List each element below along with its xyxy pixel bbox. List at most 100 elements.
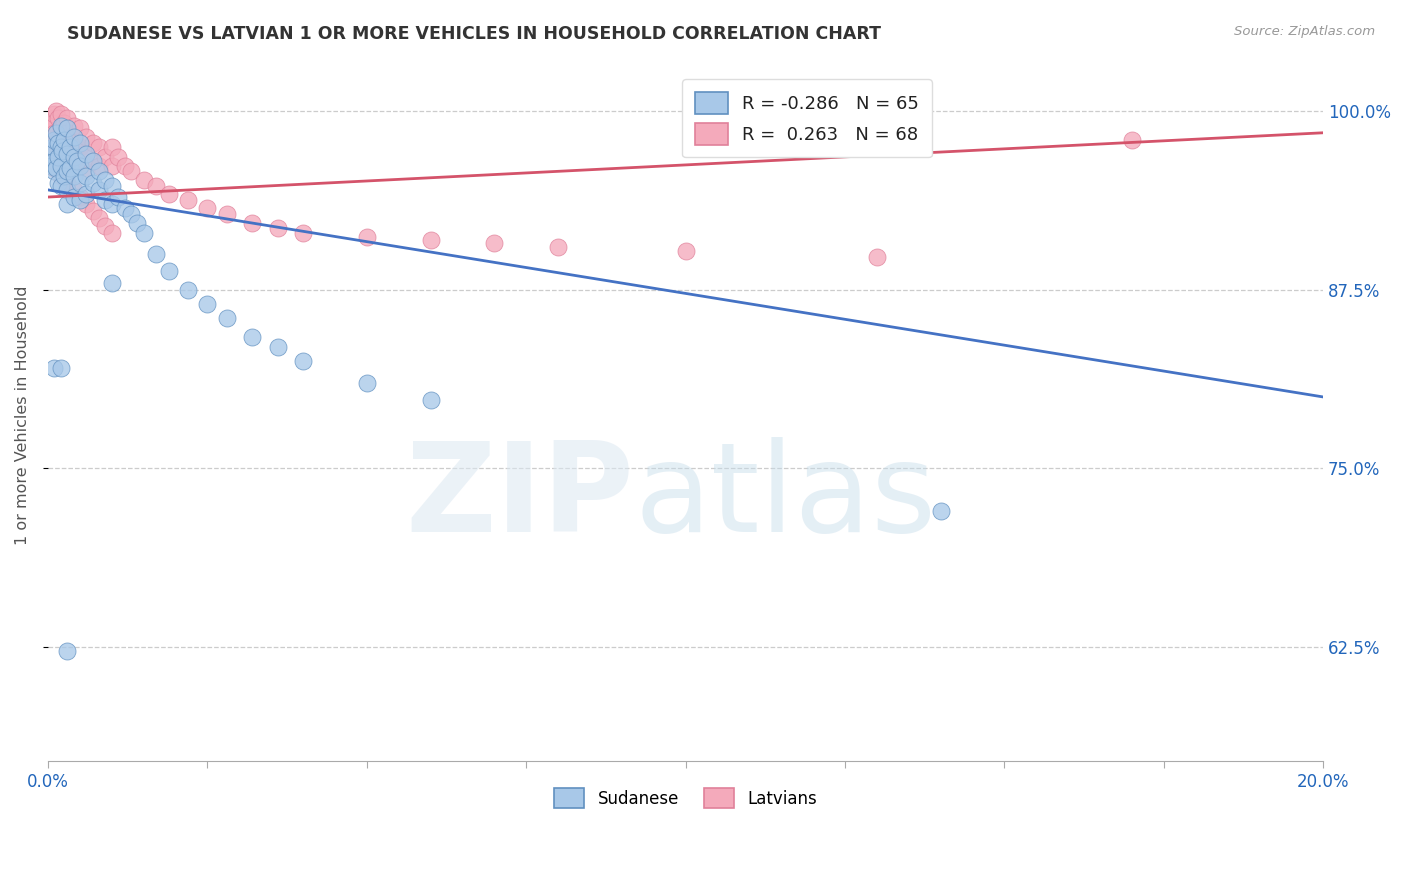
Point <box>56 176 79 190</box>
Point <box>45 104 67 119</box>
Point <box>132 226 155 240</box>
Point <box>866 250 889 264</box>
Point <box>75 164 97 178</box>
Y-axis label: 1 or more Vehicles in Household: 1 or more Vehicles in Household <box>15 285 30 544</box>
Point <box>82 136 104 150</box>
Point <box>145 178 167 193</box>
Point <box>53 147 76 161</box>
Point <box>101 159 124 173</box>
Point <box>39 147 62 161</box>
Point <box>56 197 79 211</box>
Point <box>356 376 378 390</box>
Point <box>82 176 104 190</box>
Point <box>101 197 124 211</box>
Point <box>42 116 65 130</box>
Point <box>44 133 66 147</box>
Point <box>56 164 79 178</box>
Point <box>69 136 91 150</box>
Point <box>157 264 180 278</box>
Point <box>62 130 84 145</box>
Point <box>44 164 66 178</box>
Point <box>45 145 67 159</box>
Point <box>49 119 72 133</box>
Point <box>59 133 82 147</box>
Point <box>292 354 315 368</box>
Point <box>215 207 238 221</box>
Point <box>94 193 117 207</box>
Point <box>266 340 288 354</box>
Point <box>94 150 117 164</box>
Point <box>197 202 219 216</box>
Point <box>929 504 952 518</box>
Point <box>107 150 129 164</box>
Point <box>82 154 104 169</box>
Point <box>44 161 66 176</box>
Point <box>75 187 97 202</box>
Point <box>49 169 72 183</box>
Point <box>56 176 79 190</box>
Point <box>114 159 136 173</box>
Point <box>127 216 149 230</box>
Point <box>120 164 142 178</box>
Point <box>87 140 110 154</box>
Point <box>46 112 69 126</box>
Point <box>45 161 67 176</box>
Text: atlas: atlas <box>634 437 936 558</box>
Point <box>107 190 129 204</box>
Point <box>69 190 91 204</box>
Point <box>69 159 91 173</box>
Point <box>120 207 142 221</box>
Point <box>75 147 97 161</box>
Point <box>46 136 69 150</box>
Point <box>69 140 91 154</box>
Point <box>94 173 117 187</box>
Point <box>419 392 441 407</box>
Point <box>44 154 66 169</box>
Point <box>177 193 200 207</box>
Point <box>62 119 84 133</box>
Point <box>53 169 76 183</box>
Point <box>240 216 263 230</box>
Point <box>56 644 79 658</box>
Point <box>56 159 79 173</box>
Point <box>39 112 62 126</box>
Point <box>87 164 110 178</box>
Point <box>49 159 72 173</box>
Point <box>266 221 288 235</box>
Point <box>145 247 167 261</box>
Point <box>66 140 89 154</box>
Point <box>101 226 124 240</box>
Point <box>44 361 66 376</box>
Point <box>45 126 67 140</box>
Point <box>46 150 69 164</box>
Point <box>46 176 69 190</box>
Point <box>82 154 104 169</box>
Point <box>49 107 72 121</box>
Point <box>49 140 72 154</box>
Point <box>101 276 124 290</box>
Point <box>87 159 110 173</box>
Point <box>82 204 104 219</box>
Point <box>62 150 84 164</box>
Point <box>62 190 84 204</box>
Point <box>53 133 76 147</box>
Point <box>56 183 79 197</box>
Point <box>44 136 66 150</box>
Point <box>69 176 91 190</box>
Legend: Sudanese, Latvians: Sudanese, Latvians <box>547 781 824 815</box>
Point <box>56 147 79 161</box>
Point <box>75 147 97 161</box>
Point <box>53 116 76 130</box>
Point <box>59 140 82 154</box>
Point <box>44 107 66 121</box>
Point <box>66 154 89 169</box>
Point <box>51 145 73 159</box>
Point <box>75 169 97 183</box>
Point <box>101 178 124 193</box>
Text: Source: ZipAtlas.com: Source: ZipAtlas.com <box>1234 25 1375 38</box>
Point <box>39 159 62 173</box>
Point <box>675 244 697 259</box>
Point <box>49 178 72 193</box>
Point <box>69 159 91 173</box>
Point <box>46 133 69 147</box>
